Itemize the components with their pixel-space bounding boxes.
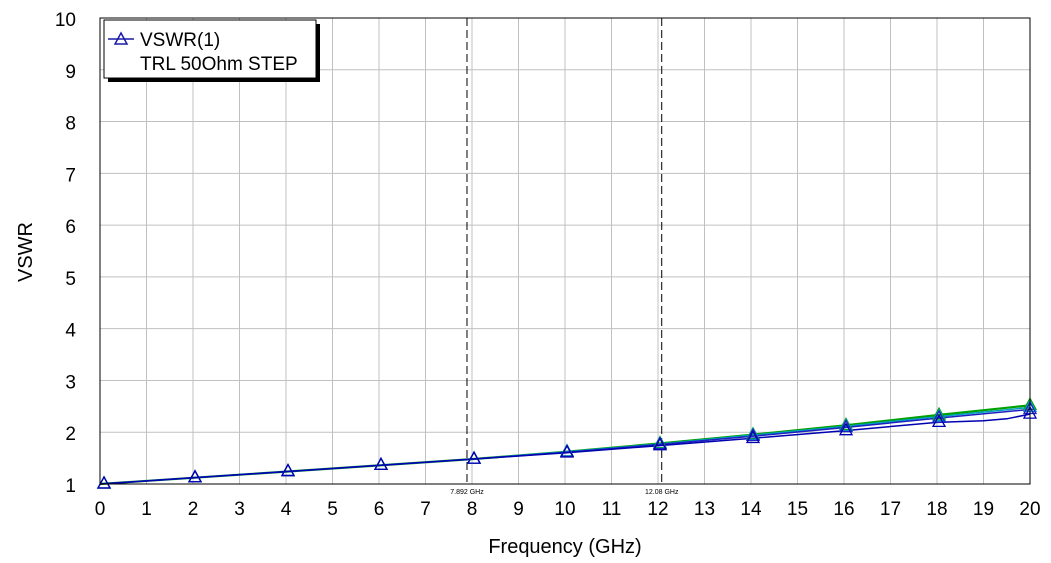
plot-border	[99, 17, 1031, 485]
y-axis-title: VSWR	[15, 222, 37, 282]
x-tick-label: 4	[281, 499, 292, 520]
x-tick-label: 10	[554, 499, 575, 520]
y-tick-label: 7	[65, 165, 76, 186]
y-tick-label: 2	[65, 424, 76, 445]
x-tick-label: 2	[188, 499, 199, 520]
triangle-marker	[931, 409, 947, 423]
frequency-markers: 7.892 GHz 12.08 GHz	[450, 18, 679, 496]
marker-label: 12.08 GHz	[645, 489, 679, 496]
triangle-marker	[931, 414, 947, 428]
x-tick-label: 15	[787, 499, 808, 520]
x-tick-label: 17	[880, 499, 901, 520]
triangle-marker	[931, 408, 947, 422]
x-tick-label: 9	[513, 499, 524, 520]
marker-label: 7.892 GHz	[450, 489, 484, 496]
series-lines	[99, 404, 1031, 486]
triangle-marker	[931, 406, 947, 420]
y-tick-labels: 1 2 3 4 5 6 7 8 9 10	[55, 10, 77, 497]
x-tick-label: 3	[234, 499, 245, 520]
series-line-3	[99, 413, 1031, 485]
y-tick-label: 3	[65, 372, 76, 393]
x-tick-label: 20	[1019, 499, 1040, 520]
x-tick-label: 7	[420, 499, 431, 520]
triangle-marker	[280, 463, 296, 477]
triangle-marker	[466, 450, 482, 464]
grid	[99, 17, 1031, 485]
x-tick-label: 5	[327, 499, 338, 520]
x-axis-title: Frequency (GHz)	[488, 536, 641, 558]
triangle-marker	[187, 469, 203, 483]
x-tick-label: 12	[647, 499, 668, 520]
y-tick-label: 1	[65, 476, 76, 497]
triangle-marker	[652, 437, 668, 451]
legend-triangle-icon	[113, 31, 129, 45]
legend: VSWR(1) TRL 50Ohm STEP	[103, 19, 320, 82]
x-tick-label: 14	[740, 499, 762, 520]
triangle-marker	[559, 444, 575, 458]
y-tick-label: 6	[65, 217, 76, 238]
y-tick-label: 8	[65, 114, 76, 135]
x-tick-label: 16	[833, 499, 854, 520]
x-tick-label: 1	[141, 499, 152, 520]
x-tick-label: 6	[374, 499, 385, 520]
y-tick-label: 4	[65, 321, 76, 342]
legend-box	[103, 19, 317, 79]
triangle-marker	[838, 422, 854, 436]
x-tick-label: 0	[95, 499, 106, 520]
legend-entry-trl: TRL 50Ohm STEP	[140, 54, 298, 75]
triangle-marker	[745, 428, 761, 442]
x-tick-labels: 0 1 2 3 4 5 6 7 8 9 10 11 12 13 14 15 16 17 18 19 20	[95, 499, 1041, 520]
x-tick-label: 13	[694, 499, 715, 520]
triangle-marker	[96, 475, 112, 489]
x-tick-label: 19	[973, 499, 994, 520]
x-tick-label: 8	[467, 499, 478, 520]
legend-entry-vswr: VSWR(1)	[140, 30, 220, 51]
x-tick-label: 11	[602, 499, 622, 520]
y-tick-label: 5	[65, 269, 76, 290]
y-tick-label: 9	[65, 62, 76, 83]
triangle-marker	[373, 457, 389, 471]
triangle-marker	[838, 419, 854, 433]
x-tick-label: 18	[926, 499, 947, 520]
y-tick-label: 10	[55, 10, 76, 31]
triangle-marker	[745, 430, 761, 444]
